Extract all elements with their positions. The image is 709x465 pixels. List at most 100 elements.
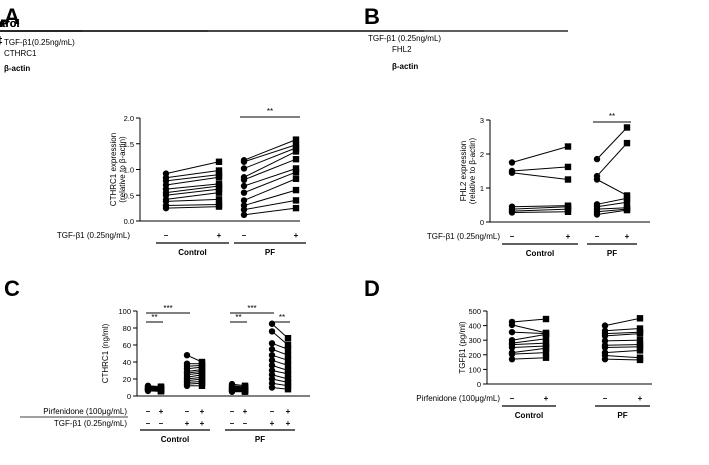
data-point-square (623, 139, 631, 147)
significance-label: ** (609, 112, 615, 121)
y-tick-label: 40 (123, 358, 131, 367)
data-point-square (292, 168, 300, 176)
blot-row-label: CTHRC1 (4, 49, 37, 58)
y-axis-label: CTHRC1 (ng/ml) (101, 323, 110, 383)
data-point-square (542, 331, 550, 338)
blot-lane-sign: + (0, 38, 3, 47)
pair-line (604, 317, 641, 327)
data-point-square (292, 144, 300, 152)
pair-line (511, 172, 569, 180)
significance-label: ** (279, 313, 285, 322)
blot-lane-sign: – (0, 38, 3, 47)
data-point-square (284, 362, 292, 369)
blot-lane-sign: + (0, 34, 3, 43)
pair-line (596, 207, 628, 210)
pair-line (604, 339, 641, 342)
data-point-square (292, 175, 300, 182)
data-point-square (157, 388, 165, 395)
data-point-square (284, 379, 292, 386)
y-axis-label: CTHRC1 expression (109, 133, 118, 206)
western-blot-a: ControlPFTGF-β1(0.25ng/mL)–––+++–––+++CT… (0, 18, 208, 73)
y-axis-label: FHL2 expression (459, 141, 468, 201)
y-tick-label: 20 (123, 375, 131, 384)
data-point-square (292, 148, 300, 155)
y-tick-label: 3 (480, 116, 484, 125)
pair-line (243, 147, 297, 169)
pair-line (604, 349, 641, 354)
blot-lane-sign: – (0, 34, 3, 43)
pair-line (511, 318, 547, 323)
blot-lane-sign: – (0, 38, 3, 47)
y-tick-label: 200 (468, 351, 481, 360)
y-axis-label: TGFβ1 (pg/ml) (458, 321, 467, 373)
y-tick-label: 60 (123, 341, 131, 350)
blot-lane-sign: – (0, 34, 3, 43)
sign: + (286, 407, 291, 416)
y-tick-label: 0 (477, 380, 481, 389)
data-point-circle (601, 355, 609, 363)
blot-lane-sign: + (0, 34, 3, 43)
pair-line (243, 171, 297, 194)
data-point-square (542, 345, 550, 352)
sign: – (146, 407, 151, 416)
pair-line (596, 127, 628, 160)
pair-line (596, 142, 628, 177)
data-point-square (636, 337, 644, 344)
blot-lane-sign: + (0, 38, 3, 47)
pair-line (511, 338, 547, 344)
data-point-square (636, 343, 644, 350)
data-point-square (542, 315, 550, 323)
y-axis-label: (relative to β-actin) (468, 137, 477, 204)
pair-line (243, 158, 297, 181)
data-point-square (542, 354, 550, 361)
data-point-square (215, 196, 223, 203)
blot-row-label: β-actin (392, 62, 418, 71)
sign: – (146, 419, 151, 428)
pair-line (165, 183, 220, 190)
data-point-square (284, 335, 292, 342)
sign: + (185, 419, 190, 428)
y-axis-label: (relative to β-actin) (118, 136, 127, 203)
pair-line (511, 166, 569, 172)
data-point-circle (593, 155, 601, 163)
data-point-circle (183, 352, 191, 359)
pair-line (511, 352, 547, 355)
pair-line (243, 167, 297, 187)
data-point-square (284, 386, 292, 393)
data-point-square (284, 375, 292, 383)
data-point-square (215, 185, 223, 193)
pair-line (165, 204, 220, 207)
pair-line (604, 346, 641, 348)
data-point-circle (593, 211, 601, 218)
data-point-circle (240, 158, 248, 165)
pair-line (596, 197, 628, 205)
pair-line (596, 201, 628, 208)
data-point-square (636, 330, 644, 337)
pair-line (604, 333, 641, 337)
blot-lane-sign: – (0, 38, 3, 47)
pair-line (596, 208, 628, 213)
data-point-square (623, 206, 631, 214)
data-point-square (292, 165, 300, 172)
data-point-square (284, 367, 292, 374)
y-tick-label: 1 (480, 184, 484, 193)
y-tick-label: 1.0 (124, 166, 134, 175)
blot-group-header: PF (0, 18, 7, 30)
data-point-square (215, 189, 223, 196)
data-point-circle (268, 352, 276, 359)
y-tick-label: 100 (468, 365, 481, 374)
pair-line (511, 331, 547, 335)
pair-line (165, 192, 220, 200)
group-label: Control (515, 411, 543, 420)
panel-label-a: A (4, 4, 20, 29)
chart-a: 0.0 0.5 1.0 1.5 2.0 CTHRC1 expression (relativ… (57, 107, 306, 257)
data-point-square (636, 315, 644, 322)
pair-line (243, 144, 297, 163)
pair-line (511, 211, 569, 213)
pair-line (165, 161, 220, 175)
pair-line (165, 188, 220, 196)
panel-label-c: C (4, 276, 20, 301)
data-point-circle (228, 388, 236, 395)
group-label: PF (607, 249, 617, 258)
